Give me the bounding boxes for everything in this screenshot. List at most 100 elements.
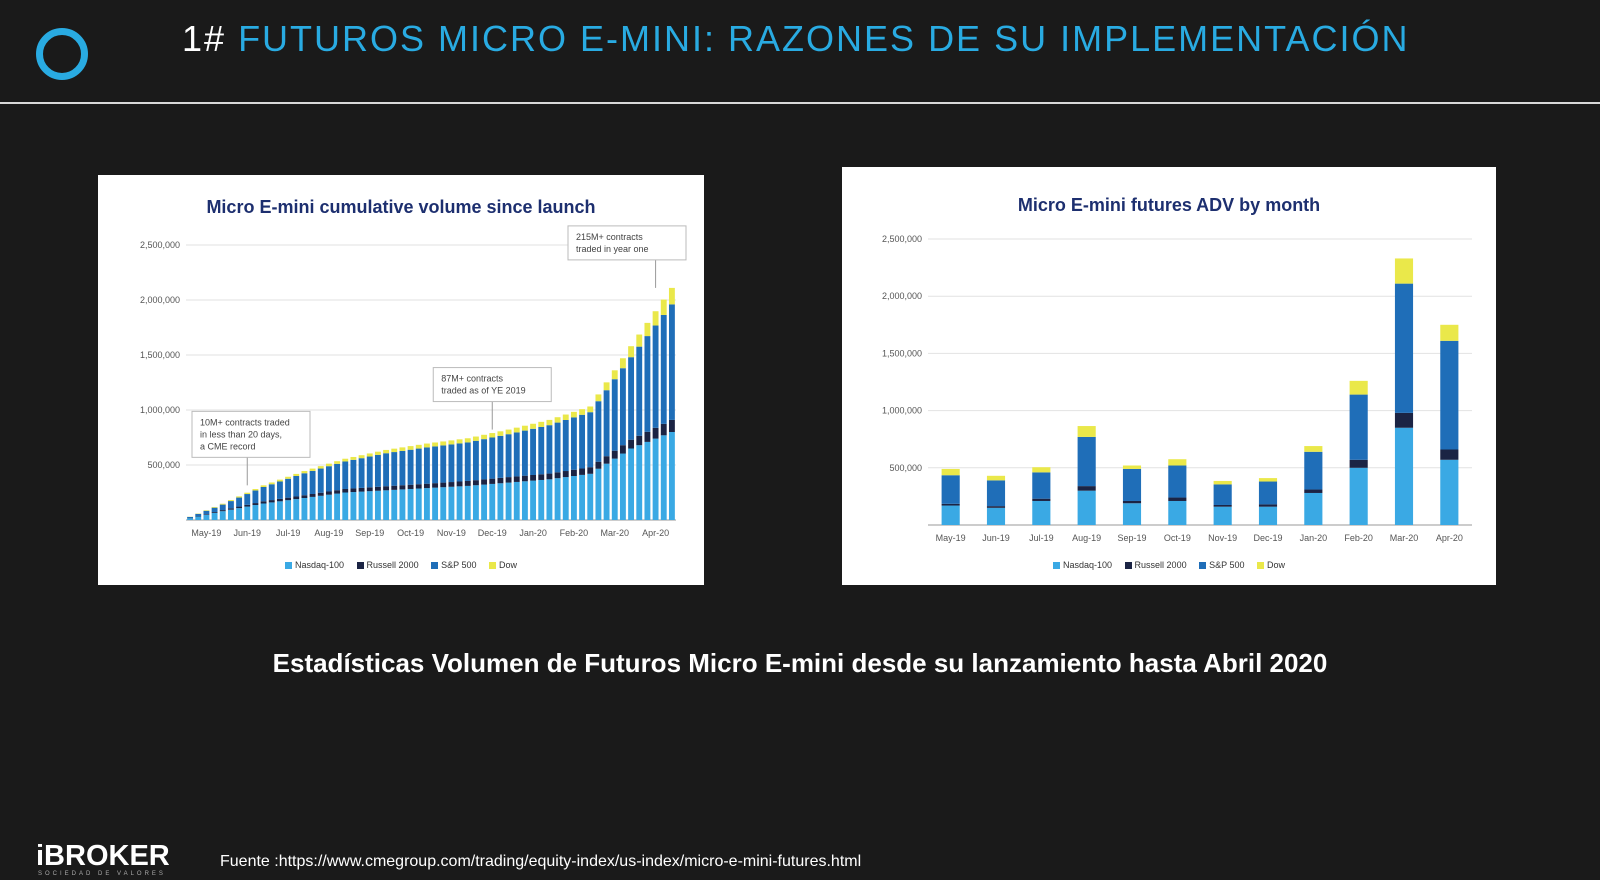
bar-segment-s-p-500	[644, 336, 651, 432]
bar-segment-nasdaq-100	[636, 445, 643, 520]
bar-segment-russell-2000	[1349, 459, 1368, 468]
bar-segment-russell-2000	[203, 514, 210, 515]
bar-segment-dow	[293, 473, 300, 476]
bar-segment-s-p-500	[636, 346, 643, 436]
bar-segment-s-p-500	[227, 501, 234, 509]
bar-segment-s-p-500	[1032, 472, 1051, 499]
bar-segment-dow	[611, 370, 618, 380]
bar-segment-s-p-500	[211, 507, 218, 513]
bar-segment-nasdaq-100	[440, 487, 447, 520]
bar-segment-russell-2000	[252, 503, 259, 506]
bar-segment-s-p-500	[325, 466, 332, 492]
bar-segment-russell-2000	[317, 492, 324, 496]
x-tick-label: Nov-19	[437, 528, 466, 538]
x-tick-label: May-19	[191, 528, 221, 538]
y-tick-label: 500,000	[889, 463, 922, 473]
y-tick-label: 2,500,000	[140, 240, 180, 250]
bar-segment-nasdaq-100	[1394, 427, 1414, 525]
brand-ring-logo	[36, 28, 88, 80]
bar-segment-dow	[1077, 426, 1096, 437]
bar-segment-nasdaq-100	[383, 490, 390, 520]
x-tick-label: Apr-20	[642, 528, 669, 538]
annotation-text: 215M+ contracts	[576, 232, 643, 242]
bar-segment-russell-2000	[941, 503, 960, 506]
x-tick-label: Aug-19	[314, 528, 343, 538]
bar-segment-russell-2000	[407, 484, 414, 489]
bar-segment-s-p-500	[448, 444, 455, 483]
legend-item: Nasdaq-100	[1052, 560, 1112, 570]
bar-segment-s-p-500	[415, 448, 422, 485]
bar-segment-nasdaq-100	[309, 496, 316, 520]
bar-segment-nasdaq-100	[546, 479, 553, 520]
bar-segment-s-p-500	[285, 478, 292, 498]
bar-segment-russell-2000	[456, 481, 463, 487]
bar-segment-dow	[1122, 465, 1142, 469]
bar-segment-s-p-500	[611, 379, 618, 451]
bar-segment-russell-2000	[986, 506, 1006, 508]
x-tick-label: Jun-19	[982, 533, 1010, 543]
bar-segment-nasdaq-100	[521, 481, 528, 520]
x-tick-label: Mar-20	[600, 528, 629, 538]
bar-segment-s-p-500	[603, 390, 610, 457]
legend-swatch-russell	[356, 562, 364, 570]
legend-label: Russell 2000	[1134, 560, 1187, 570]
bar-segment-nasdaq-100	[941, 505, 960, 525]
bar-segment-dow	[203, 510, 210, 511]
bar-segment-russell-2000	[554, 472, 561, 479]
bar-segment-dow	[941, 468, 960, 476]
bar-segment-dow	[1349, 380, 1368, 395]
bar-segment-russell-2000	[546, 473, 553, 480]
x-tick-label: Jan-20	[1300, 533, 1328, 543]
y-tick-label: 500,000	[147, 460, 180, 470]
bar-segment-russell-2000	[497, 477, 504, 484]
annotation-text: traded as of YE 2019	[441, 386, 525, 396]
bar-segment-s-p-500	[350, 459, 357, 489]
bar-segment-dow	[1258, 478, 1278, 482]
bar-segment-nasdaq-100	[481, 484, 488, 520]
bar-segment-s-p-500	[374, 454, 381, 487]
bar-segment-s-p-500	[252, 490, 259, 504]
bar-segment-nasdaq-100	[293, 499, 300, 520]
bar-segment-russell-2000	[415, 484, 422, 489]
annotation-text: traded in year one	[576, 244, 649, 254]
y-tick-label: 1,000,000	[882, 406, 922, 416]
annotation-text: in less than 20 days,	[200, 429, 282, 439]
legend-swatch-dow	[488, 562, 496, 570]
bar-segment-dow	[227, 500, 234, 502]
bar-segment-nasdaq-100	[1349, 467, 1368, 525]
annotation-box	[567, 225, 687, 261]
bar-segment-nasdaq-100	[652, 438, 659, 520]
source-note: Fuente :https://www.cmegroup.com/trading…	[220, 853, 862, 870]
bar-segment-dow	[342, 458, 349, 462]
annotation-text: 87M+ contracts	[441, 374, 503, 384]
bar-segment-nasdaq-100	[195, 516, 202, 520]
bar-segment-dow	[244, 492, 251, 495]
bar-segment-nasdaq-100	[407, 488, 414, 520]
bar-segment-russell-2000	[285, 497, 292, 501]
bar-segment-nasdaq-100	[268, 502, 275, 520]
bar-segment-s-p-500	[554, 422, 561, 473]
bar-segment-nasdaq-100	[1440, 459, 1459, 525]
bar-segment-s-p-500	[268, 484, 275, 501]
annotation-text: a CME record	[200, 441, 256, 451]
x-tick-label: Dec-19	[1253, 533, 1282, 543]
bar-segment-nasdaq-100	[570, 476, 577, 520]
bar-segment-russell-2000	[325, 491, 332, 495]
bar-segment-russell-2000	[570, 469, 577, 476]
cumulative-volume-chart: Micro E-mini cumulative volume since lau…	[98, 175, 704, 585]
bar-segment-s-p-500	[407, 449, 414, 485]
annotation-box	[191, 410, 311, 458]
bar-segment-dow	[448, 440, 455, 445]
bar-segment-nasdaq-100	[203, 514, 210, 520]
bar-segment-dow	[603, 382, 610, 391]
bar-segment-dow	[619, 358, 626, 369]
bar-segment-nasdaq-100	[644, 441, 651, 520]
bar-segment-s-p-500	[464, 442, 471, 481]
legend-item: Nasdaq-100	[284, 560, 344, 570]
bar-segment-nasdaq-100	[660, 435, 667, 520]
bar-segment-nasdaq-100	[1122, 503, 1142, 525]
bar-segment-s-p-500	[236, 497, 243, 507]
bar-segment-russell-2000	[603, 456, 610, 464]
bar-segment-russell-2000	[211, 512, 218, 513]
bar-segment-russell-2000	[595, 461, 602, 469]
